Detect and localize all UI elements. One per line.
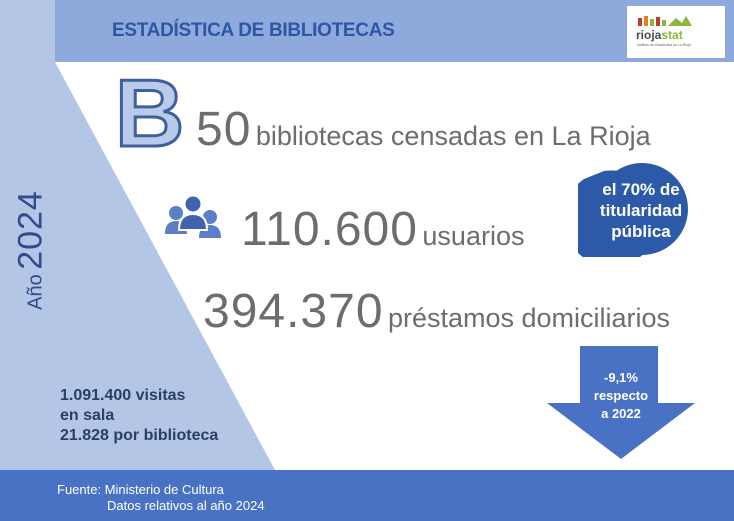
down-arrow-icon <box>547 346 695 459</box>
badge-text: el 70% de titularidad pública <box>599 180 683 241</box>
change-text: -9,1% respecto a 2022 <box>593 370 649 421</box>
page-title: ESTADÍSTICA DE BIBLIOTECAS <box>112 20 395 41</box>
users-stat: 110.600 usuarios <box>241 202 524 257</box>
loans-count: 394.370 <box>203 285 384 338</box>
users-label: usuarios <box>422 221 525 251</box>
visits-stat: 1.091.400 visitas en sala 21.828 por bib… <box>60 386 218 446</box>
visits-line-1: 1.091.400 visitas <box>60 387 186 404</box>
footer-note: Datos relativos al año 2024 <box>107 498 265 513</box>
logo-subtitle: Instituto de Estadística de La Rioja <box>637 43 691 47</box>
libraries-count: 50 <box>196 103 252 156</box>
year-label: Año 2024 <box>6 160 56 340</box>
library-letter-b: B <box>113 60 185 167</box>
users-count: 110.600 <box>241 203 418 256</box>
footer-band <box>0 470 734 521</box>
year-value: 2024 <box>11 190 50 270</box>
public-ownership-badge <box>578 163 688 257</box>
visits-line-3: 21.828 por biblioteca <box>60 427 219 444</box>
header-band <box>55 0 734 62</box>
logo-bars-icon <box>638 16 692 26</box>
libraries-stat: 50 bibliotecas censadas en La Rioja <box>196 102 651 157</box>
users-icon <box>165 194 221 238</box>
riojastat-logo <box>627 6 725 58</box>
footer-source: Fuente: Ministerio de Cultura <box>57 482 224 497</box>
loans-stat: 394.370 préstamos domiciliarios <box>203 284 670 339</box>
year-prefix: Año <box>24 274 47 310</box>
visits-line-2: en sala <box>60 407 115 424</box>
logo-wordmark: riojastat <box>636 28 683 42</box>
loans-label: préstamos domiciliarios <box>387 303 671 333</box>
libraries-label: bibliotecas censadas en La Rioja <box>255 121 651 151</box>
